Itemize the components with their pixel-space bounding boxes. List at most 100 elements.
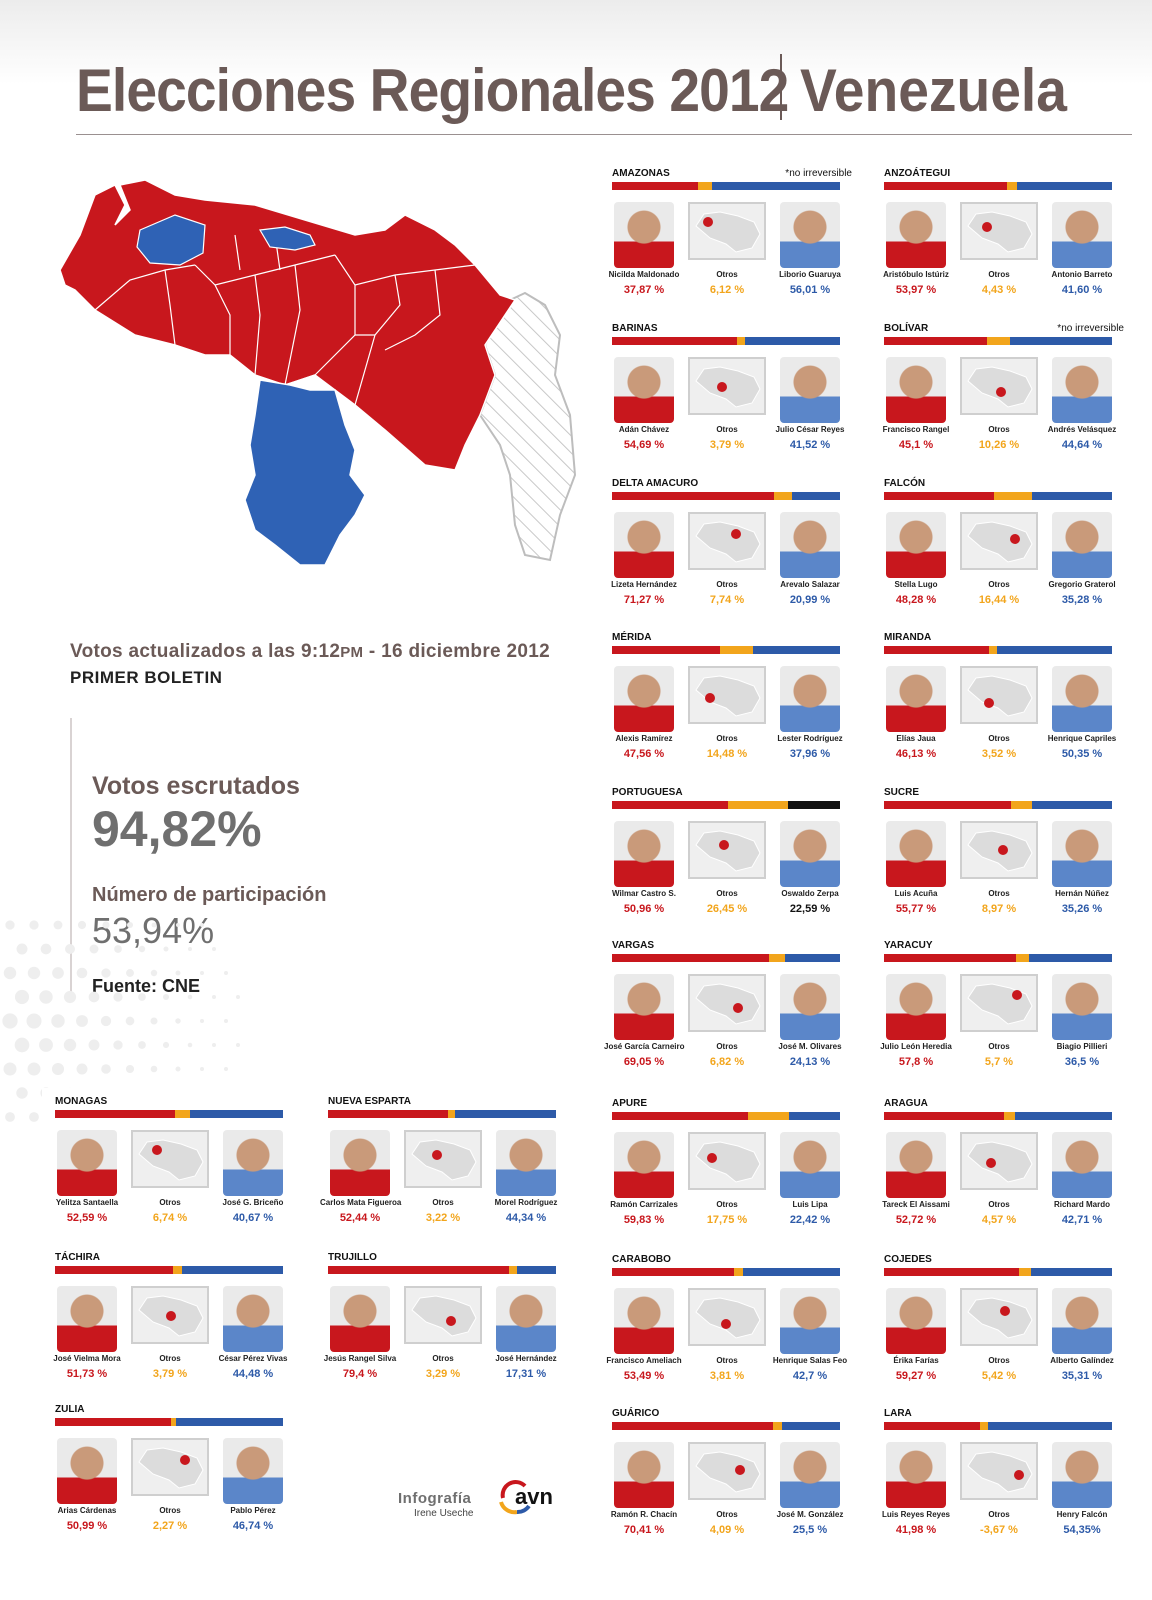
- bar-segment-others: [989, 646, 998, 654]
- decor-dot: [52, 967, 64, 979]
- state-card: VARGAS José García Carneiro Otros José M. O…: [604, 940, 852, 1088]
- bar-segment-opposition: [454, 1110, 556, 1118]
- candidate-percent: 52,72 %: [895, 1214, 937, 1226]
- decor-dot: [29, 920, 39, 930]
- decor-dot: [175, 1066, 181, 1072]
- bar-segment-opposition: [788, 1112, 840, 1120]
- candidate-photo: [886, 357, 946, 423]
- others-label: Otros: [988, 734, 1010, 743]
- bar-segment-red: [612, 1112, 749, 1120]
- bar-segment-opposition: [516, 1266, 556, 1274]
- mini-map-shape: [138, 1295, 204, 1337]
- state-card: MÉRIDA Alexis Ramírez Otros Lester Rodrígue…: [612, 632, 852, 780]
- results-bar: [884, 492, 1112, 500]
- state-card: TÁCHIRA José Vielma Mora Otros César Pérez …: [53, 1252, 295, 1400]
- irreversible-note: *no irreversible: [1057, 323, 1124, 334]
- candidate-percent: 56,01 %: [789, 284, 831, 296]
- mini-map-shape: [967, 521, 1033, 563]
- decor-dot: [187, 1042, 193, 1048]
- state-locator-map: [688, 512, 766, 570]
- bar-segment-red: [884, 801, 1012, 809]
- irreversible-note: *no irreversible: [785, 168, 852, 179]
- candidate-percent: 20,99 %: [789, 594, 831, 606]
- state-card: ZULIA Arias Cárdenas Otros Pablo Pérez 50,99…: [55, 1404, 295, 1552]
- candidate-name: Adán Chávez: [618, 425, 670, 434]
- others-percent: 3,81 %: [709, 1370, 745, 1382]
- mini-map-shape: [695, 983, 761, 1025]
- source-label: Fuente: CNE: [92, 976, 200, 996]
- candidate-name: Elías Jaua: [896, 734, 936, 743]
- state-locator-map: [131, 1286, 209, 1344]
- state-card: FALCÓN Stella Lugo Otros Gregorio Graterol 4…: [884, 478, 1124, 626]
- state-card: TRUJILLO Jesús Rangel Silva Otros José Hern…: [324, 1252, 568, 1400]
- candidate-photo: [886, 1442, 946, 1508]
- candidate-photo: [1052, 202, 1112, 268]
- candidate-photo: [886, 974, 946, 1040]
- others-label: Otros: [988, 1356, 1010, 1365]
- title-separator: [780, 54, 782, 120]
- state-name: AMAZONAS: [612, 168, 670, 179]
- others-label: Otros: [716, 425, 738, 434]
- others-percent: 3,79 %: [709, 439, 745, 451]
- bar-segment-opposition: [1028, 954, 1112, 962]
- mini-map-shape: [695, 1297, 761, 1339]
- bar-segment-others: [769, 954, 785, 962]
- candidate-name: Hernán Núñez: [1055, 889, 1109, 898]
- decor-dot: [14, 1037, 30, 1053]
- candidate-percent: 71,27 %: [623, 594, 665, 606]
- candidate-photo: [780, 202, 840, 268]
- results-bar: [884, 182, 1112, 190]
- candidate-percent: 35,26 %: [1061, 903, 1103, 915]
- candidate-name: Luis Acuña: [894, 889, 938, 898]
- state-name: CARABOBO: [612, 1254, 671, 1265]
- decor-dot: [100, 1015, 112, 1027]
- others-percent: 26,45 %: [706, 903, 748, 915]
- others-label: Otros: [988, 425, 1010, 434]
- candidate-name: Jesús Rangel Silva: [323, 1354, 397, 1363]
- decor-dot: [138, 1041, 146, 1049]
- others-percent: 3,52 %: [981, 748, 1017, 760]
- candidate-name: Alexis Ramírez: [615, 734, 673, 743]
- candidate-photo: [330, 1130, 390, 1196]
- mini-map-shape: [411, 1139, 477, 1181]
- state-name: MONAGAS: [55, 1096, 108, 1107]
- results-bar: [612, 646, 840, 654]
- others-percent: 7,74 %: [709, 594, 745, 606]
- candidate-name: Oswaldo Zerpa: [781, 889, 839, 898]
- candidate-percent: 59,27 %: [895, 1370, 937, 1382]
- state-locator-map: [960, 512, 1038, 570]
- others-percent: 17,75 %: [706, 1214, 748, 1226]
- candidate-percent: 35,28 %: [1061, 594, 1103, 606]
- decor-dot: [16, 943, 28, 955]
- results-bar: [612, 1268, 840, 1276]
- results-bar: [884, 646, 1112, 654]
- bar-segment-opposition: [190, 1110, 283, 1118]
- state-locator-map: [688, 821, 766, 879]
- state-card: MONAGAS Yelitza Santaella Otros José G. Bri…: [55, 1096, 295, 1244]
- state-name: LARA: [884, 1408, 912, 1419]
- candidate-name: Stella Lugo: [894, 580, 938, 589]
- state-name: SUCRE: [884, 787, 920, 798]
- others-label: Otros: [716, 1356, 738, 1365]
- state-card: CARABOBO Francisco Ameliach Otros Henrique …: [606, 1254, 852, 1402]
- others-percent: 3,79 %: [152, 1368, 188, 1380]
- candidate-name: Alberto Galíndez: [1050, 1356, 1114, 1365]
- state-name: BOLÍVAR: [884, 323, 929, 334]
- decor-dot: [39, 990, 53, 1004]
- decor-dot: [188, 947, 192, 951]
- esequibo-region: [478, 291, 577, 562]
- candidate-percent: 46,13 %: [895, 748, 937, 760]
- venezuela-map: [59, 179, 577, 566]
- map-blue-miranda: [259, 226, 316, 251]
- candidate-percent: 53,97 %: [895, 284, 937, 296]
- decor-dot: [2, 1013, 18, 1029]
- state-locator-map: [960, 666, 1038, 724]
- decor-dot: [101, 1064, 111, 1074]
- state-name: MIRANDA: [884, 632, 932, 643]
- others-label: Otros: [716, 1200, 738, 1209]
- others-label: Otros: [988, 1200, 1010, 1209]
- state-card: DELTA AMACURO Lizeta Hernández Otros Areval…: [611, 478, 852, 626]
- candidate-photo: [496, 1286, 556, 1352]
- bar-segment-opposition: [1031, 801, 1112, 809]
- results-bar: [55, 1418, 283, 1426]
